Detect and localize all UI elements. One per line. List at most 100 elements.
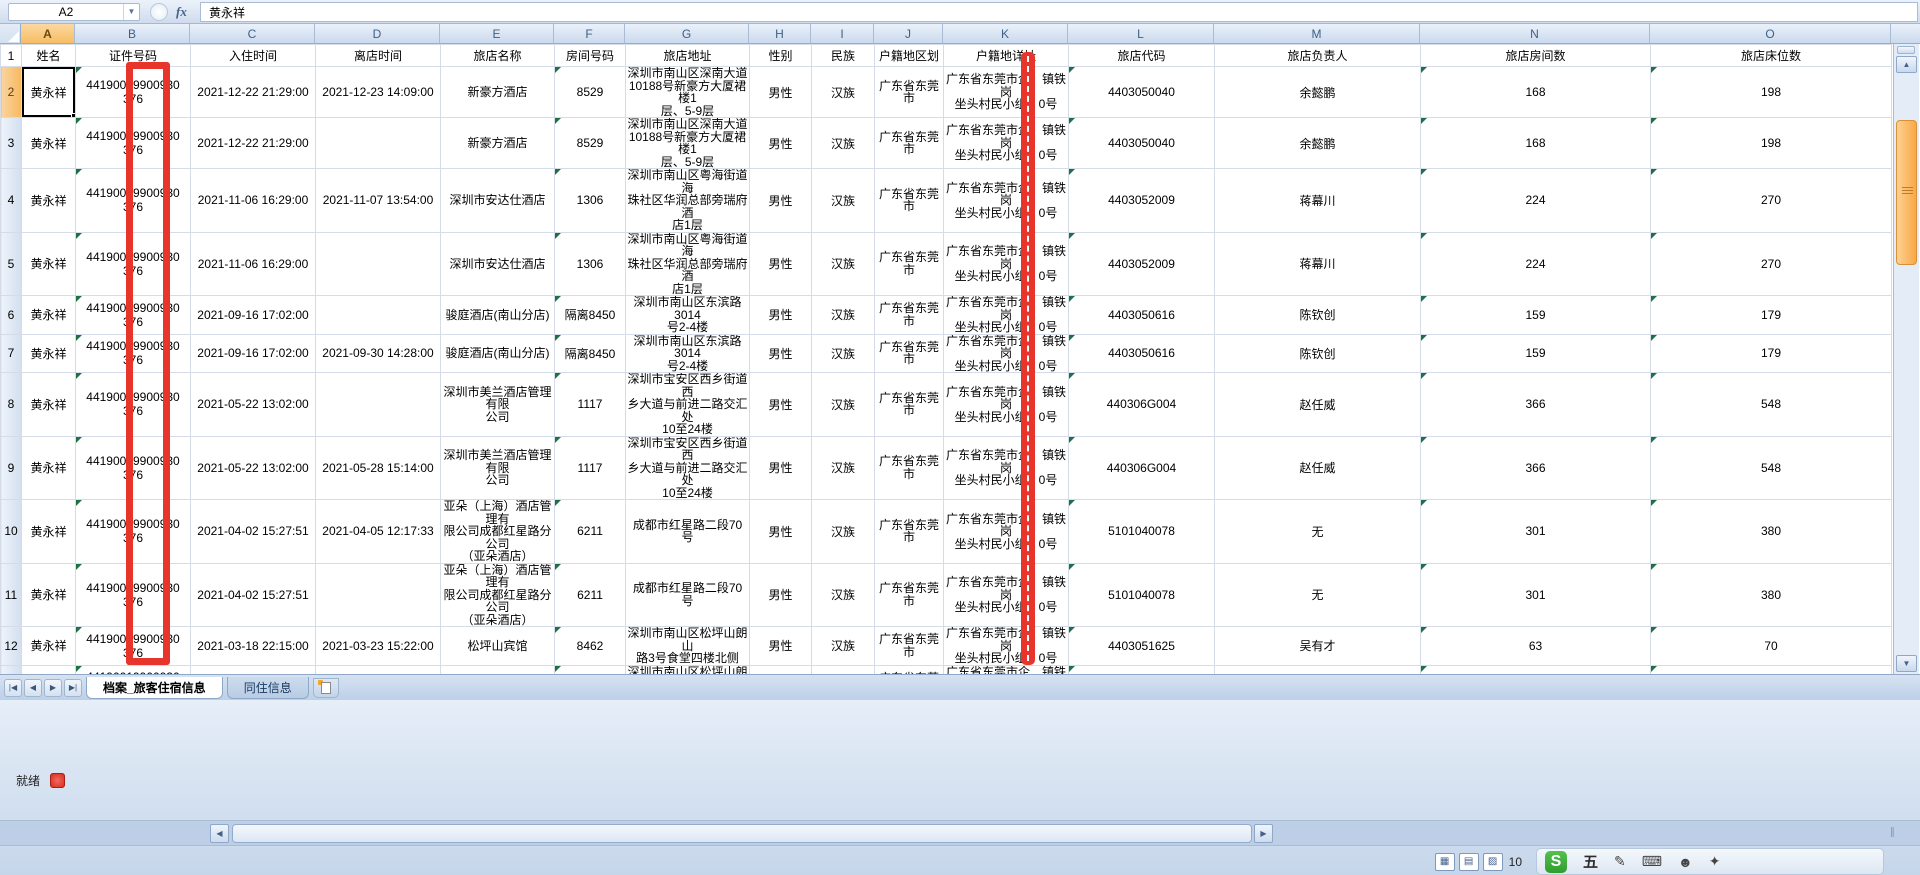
cell-manager-row11[interactable]: 无 xyxy=(1214,562,1421,627)
cell-beds-row13[interactable]: 70 xyxy=(1650,664,1892,674)
cell-hotel-row5[interactable]: 深圳市安达仕酒店 xyxy=(440,231,555,296)
cell-ethnicity-row6[interactable]: 汉族 xyxy=(811,295,875,335)
cell-hotel-row3[interactable]: 新豪方酒店 xyxy=(440,117,555,169)
cell-checkin-row4[interactable]: 2021-11-06 16:29:00 xyxy=(190,168,316,233)
cell-gender-row8[interactable]: 男性 xyxy=(749,372,812,437)
selected-cell-A2[interactable]: 黄永祥 xyxy=(21,66,76,118)
cell-rooms-row6[interactable]: 159 xyxy=(1420,295,1651,335)
cell-hotel-row9[interactable]: 深圳市美兰酒店管理有限 公司 xyxy=(440,435,555,500)
cell-region-row5[interactable]: 广东省东莞市 xyxy=(874,231,944,296)
cell-address-row7[interactable]: 深圳市南山区东滨路3014 号2-4楼 xyxy=(625,333,750,373)
cell-region-row12[interactable]: 广东省东莞市 xyxy=(874,626,944,666)
cell-manager-row12[interactable]: 吴有才 xyxy=(1214,626,1421,666)
column-header-N[interactable]: N xyxy=(1420,24,1650,43)
cell-hotel-row10[interactable]: 亚朵（上海）酒店管理有 限公司成都红星路分公司 （亚朵酒店） xyxy=(440,499,555,564)
cell-checkin-row7[interactable]: 2021-09-16 17:02:00 xyxy=(190,333,316,373)
field-header-E[interactable]: 旅店名称 xyxy=(440,44,555,67)
fill-handle[interactable] xyxy=(71,113,75,117)
cell-detail-row11[interactable]: 广东省东莞市企 镇铁岗 坐头村民小组 0号 xyxy=(943,562,1069,627)
cell-region-row4[interactable]: 广东省东莞市 xyxy=(874,168,944,233)
cell-detail-row4[interactable]: 广东省东莞市企 镇铁岗 坐头村民小组 0号 xyxy=(943,168,1069,233)
previous-sheet-icon[interactable]: ◀ xyxy=(24,678,42,697)
cell-rooms-row9[interactable]: 366 xyxy=(1420,435,1651,500)
cell-checkin-row6[interactable]: 2021-09-16 17:02:00 xyxy=(190,295,316,335)
column-header-D[interactable]: D xyxy=(315,24,440,43)
cell-address-row2[interactable]: 深圳市南山区深南大道 10188号新豪方大厦裙楼1 层、5-9层 xyxy=(625,66,750,118)
cell-manager-row13[interactable]: 吴有才 xyxy=(1214,664,1421,674)
macro-record-icon[interactable] xyxy=(50,773,66,788)
cell-manager-row2[interactable]: 余懿鹏 xyxy=(1214,66,1421,118)
field-header-G[interactable]: 旅店地址 xyxy=(625,44,750,67)
column-header-A[interactable]: A xyxy=(21,24,75,43)
cell-checkout-row9[interactable]: 2021-05-28 15:14:00 xyxy=(315,435,441,500)
column-header-B[interactable]: B xyxy=(75,24,190,43)
row-header-1[interactable]: 1 xyxy=(0,44,22,67)
cell-address-row10[interactable]: 成都市红星路二段70号 xyxy=(625,499,750,564)
cell-hotel-row4[interactable]: 深圳市安达仕酒店 xyxy=(440,168,555,233)
cell-id-row9[interactable]: 44190019900930 376 xyxy=(75,435,191,500)
cell-checkout-row3[interactable] xyxy=(315,117,441,169)
cell-gender-row4[interactable]: 男性 xyxy=(749,168,812,233)
cell-address-row6[interactable]: 深圳市南山区东滨路3014 号2-4楼 xyxy=(625,295,750,335)
cell-room-row3[interactable]: 8529 xyxy=(554,117,626,169)
cell-checkin-row8[interactable]: 2021-05-22 13:02:00 xyxy=(190,372,316,437)
horizontal-scrollbar[interactable]: ◀ ▶ ∥ xyxy=(0,820,1920,846)
cell-beds-row4[interactable]: 270 xyxy=(1650,168,1892,233)
cell-code-row6[interactable]: 4403050616 xyxy=(1068,295,1215,335)
cell-ethnicity-row3[interactable]: 汉族 xyxy=(811,117,875,169)
cell-name-row4[interactable]: 黄永祥 xyxy=(21,168,76,233)
select-all-button[interactable] xyxy=(0,24,21,43)
cell-address-row5[interactable]: 深圳市南山区粤海街道海 珠社区华润总部旁瑞府酒 店1层 xyxy=(625,231,750,296)
field-header-F[interactable]: 房间号码 xyxy=(554,44,626,67)
cell-region-row13[interactable]: 广东省东莞市 xyxy=(874,664,944,674)
cell-region-row9[interactable]: 广东省东莞市 xyxy=(874,435,944,500)
cell-manager-row7[interactable]: 陈钦创 xyxy=(1214,333,1421,373)
cell-code-row3[interactable]: 4403050040 xyxy=(1068,117,1215,169)
cell-region-row7[interactable]: 广东省东莞市 xyxy=(874,333,944,373)
cell-manager-row9[interactable]: 赵任威 xyxy=(1214,435,1421,500)
normal-view-icon[interactable]: ▦ xyxy=(1434,852,1455,871)
cell-name-row3[interactable]: 黄永祥 xyxy=(21,117,76,169)
row-header-8[interactable]: 8 xyxy=(0,372,22,437)
cell-checkout-row7[interactable]: 2021-09-30 14:28:00 xyxy=(315,333,441,373)
cell-gender-row10[interactable]: 男性 xyxy=(749,499,812,564)
cell-code-row8[interactable]: 440306G004 xyxy=(1068,372,1215,437)
cell-rooms-row13[interactable]: 63 xyxy=(1420,664,1651,674)
cell-ethnicity-row5[interactable]: 汉族 xyxy=(811,231,875,296)
cell-code-row9[interactable]: 440306G004 xyxy=(1068,435,1215,500)
cell-checkin-row13[interactable]: 2021-03-18 22:15:00 xyxy=(190,664,316,674)
cell-code-row2[interactable]: 4403050040 xyxy=(1068,66,1215,118)
cell-beds-row12[interactable]: 70 xyxy=(1650,626,1892,666)
cell-hotel-row13[interactable]: 松坪山宾馆 xyxy=(440,664,555,674)
next-sheet-icon[interactable]: ▶ xyxy=(44,678,62,697)
scroll-right-icon[interactable]: ▶ xyxy=(1254,824,1273,843)
cell-region-row10[interactable]: 广东省东莞市 xyxy=(874,499,944,564)
row-header-2[interactable]: 2 xyxy=(0,66,22,118)
column-header-H[interactable]: H xyxy=(749,24,811,43)
cell-region-row6[interactable]: 广东省东莞市 xyxy=(874,295,944,335)
cell-name-row5[interactable]: 黄永祥 xyxy=(21,231,76,296)
cell-detail-row12[interactable]: 广东省东莞市企 镇铁岗 坐头村民小组 0号 xyxy=(943,626,1069,666)
cell-name-row11[interactable]: 黄永祥 xyxy=(21,562,76,627)
cell-gender-row5[interactable]: 男性 xyxy=(749,231,812,296)
cell-ethnicity-row9[interactable]: 汉族 xyxy=(811,435,875,500)
cell-rooms-row10[interactable]: 301 xyxy=(1420,499,1651,564)
cell-hotel-row12[interactable]: 松坪山宾馆 xyxy=(440,626,555,666)
resize-grip-icon[interactable]: ∥ xyxy=(1890,827,1895,838)
cell-room-row2[interactable]: 8529 xyxy=(554,66,626,118)
ime-person-icon[interactable]: ☻ xyxy=(1677,853,1693,870)
cell-address-row9[interactable]: 深圳市宝安区西乡街道西 乡大道与前进二路交汇处 10至24楼 xyxy=(625,435,750,500)
cell-detail-row6[interactable]: 广东省东莞市企 镇铁岗 坐头村民小组 0号 xyxy=(943,295,1069,335)
cell-rooms-row7[interactable]: 159 xyxy=(1420,333,1651,373)
cell-hotel-row8[interactable]: 深圳市美兰酒店管理有限 公司 xyxy=(440,372,555,437)
cell-code-row10[interactable]: 5101040078 xyxy=(1068,499,1215,564)
row-header-10[interactable]: 10 xyxy=(0,499,22,564)
cell-ethnicity-row4[interactable]: 汉族 xyxy=(811,168,875,233)
cell-code-row7[interactable]: 4403050616 xyxy=(1068,333,1215,373)
cell-checkout-row6[interactable] xyxy=(315,295,441,335)
cell-name-row7[interactable]: 黄永祥 xyxy=(21,333,76,373)
cell-detail-row3[interactable]: 广东省东莞市企 镇铁岗 坐头村民小组 0号 xyxy=(943,117,1069,169)
row-header-7[interactable]: 7 xyxy=(0,333,22,373)
cell-id-row8[interactable]: 44190019900930 376 xyxy=(75,372,191,437)
row-header-11[interactable]: 11 xyxy=(0,562,22,627)
